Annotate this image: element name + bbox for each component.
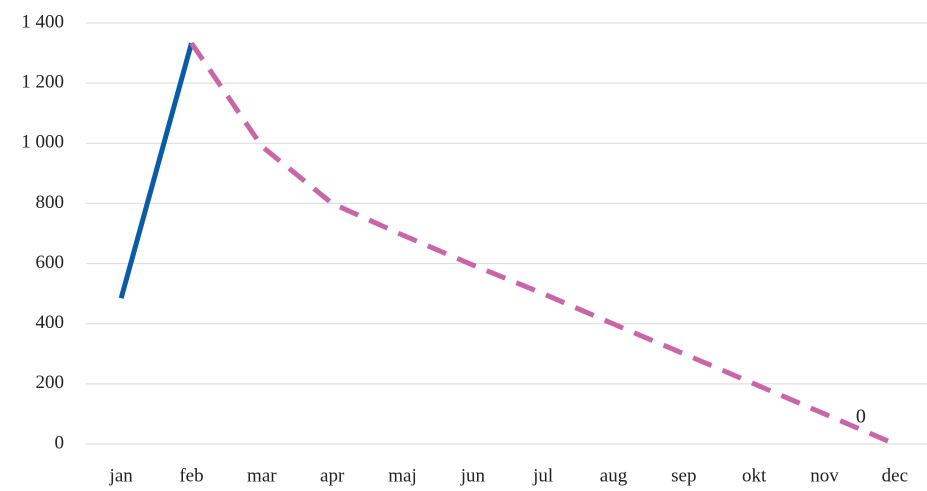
- x-tick-label: sep: [671, 465, 696, 486]
- x-tick-label: feb: [179, 465, 203, 486]
- y-tick-label: 400: [36, 312, 65, 333]
- x-tick-label: nov: [810, 465, 839, 486]
- y-tick-label: 1 000: [21, 132, 64, 153]
- y-tick-label: 200: [36, 372, 65, 393]
- x-tick-label: jun: [460, 465, 486, 486]
- y-tick-label: 1 200: [21, 72, 64, 93]
- x-tick-label: apr: [320, 465, 345, 486]
- y-tick-label: 0: [55, 432, 65, 453]
- x-tick-label: aug: [600, 465, 628, 486]
- x-tick-label: maj: [388, 465, 417, 486]
- y-tick-label: 800: [36, 192, 65, 213]
- x-tick-label: mar: [247, 465, 277, 486]
- x-tick-label: okt: [742, 465, 767, 486]
- x-tick-label: jan: [109, 465, 134, 486]
- x-tick-label: jul: [532, 465, 553, 486]
- x-tick-label: dec: [882, 465, 908, 486]
- y-tick-label: 1 400: [21, 11, 64, 32]
- data-label: 0: [856, 406, 866, 428]
- y-tick-label: 600: [36, 252, 65, 273]
- series-line: [118, 42, 194, 299]
